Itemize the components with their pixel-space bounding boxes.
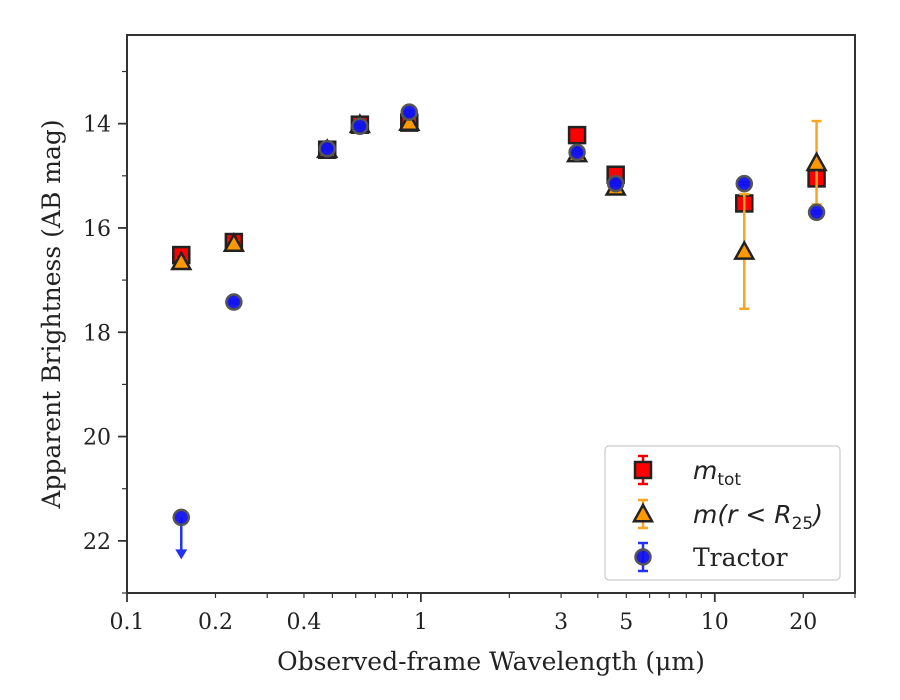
y-tick-label: 20 <box>83 426 111 451</box>
legend: mtot m(r < R25) Tractor <box>604 445 841 581</box>
data-point <box>807 203 826 222</box>
data-point <box>351 117 369 136</box>
x-tick-label: 0.4 <box>286 610 321 635</box>
legend-label: mtot <box>693 456 741 490</box>
data-point <box>567 125 587 145</box>
legend-label: Tractor <box>693 543 788 572</box>
legend-marker <box>634 548 652 566</box>
data-point <box>733 239 756 260</box>
data-point <box>172 508 191 527</box>
x-axis: 0.1 0.2 0.4 1 3 5 10 20 <box>110 593 856 635</box>
data-marks <box>170 103 828 560</box>
legend-label: m(r < R25) <box>693 500 823 534</box>
data-point <box>805 151 828 172</box>
legend-marker <box>633 460 653 480</box>
data-point <box>568 143 586 162</box>
y-tick-label: 14 <box>83 113 111 138</box>
data-point <box>400 103 419 121</box>
legend-box <box>604 445 841 581</box>
data-point <box>318 139 336 158</box>
x-tick-label: 20 <box>789 610 817 635</box>
x-tick-label: 10 <box>701 610 729 635</box>
data-point <box>170 250 193 271</box>
data-point <box>735 174 754 193</box>
series-2 <box>172 103 826 560</box>
x-tick-label: 0.2 <box>198 610 233 635</box>
y-tick-label: 18 <box>83 321 111 346</box>
data-point <box>225 293 243 311</box>
data-point <box>606 174 625 193</box>
x-tick-label: 0.1 <box>110 610 145 635</box>
x-tick-label: 1 <box>414 610 428 635</box>
y-axis: 14 16 18 20 22 <box>83 70 127 594</box>
x-tick-label: 3 <box>554 610 568 635</box>
data-point <box>222 232 245 253</box>
legend-marker <box>631 502 655 523</box>
y-tick-label: 22 <box>83 530 111 555</box>
x-axis-label: Observed-frame Wavelength (μm) <box>277 647 705 676</box>
data-point <box>398 111 421 132</box>
y-tick-label: 16 <box>83 217 111 242</box>
y-axis-label: Apparent Brightness (AB mag) <box>37 119 66 509</box>
x-tick-label: 5 <box>619 610 633 635</box>
upper-limit-arrowhead <box>175 549 188 560</box>
